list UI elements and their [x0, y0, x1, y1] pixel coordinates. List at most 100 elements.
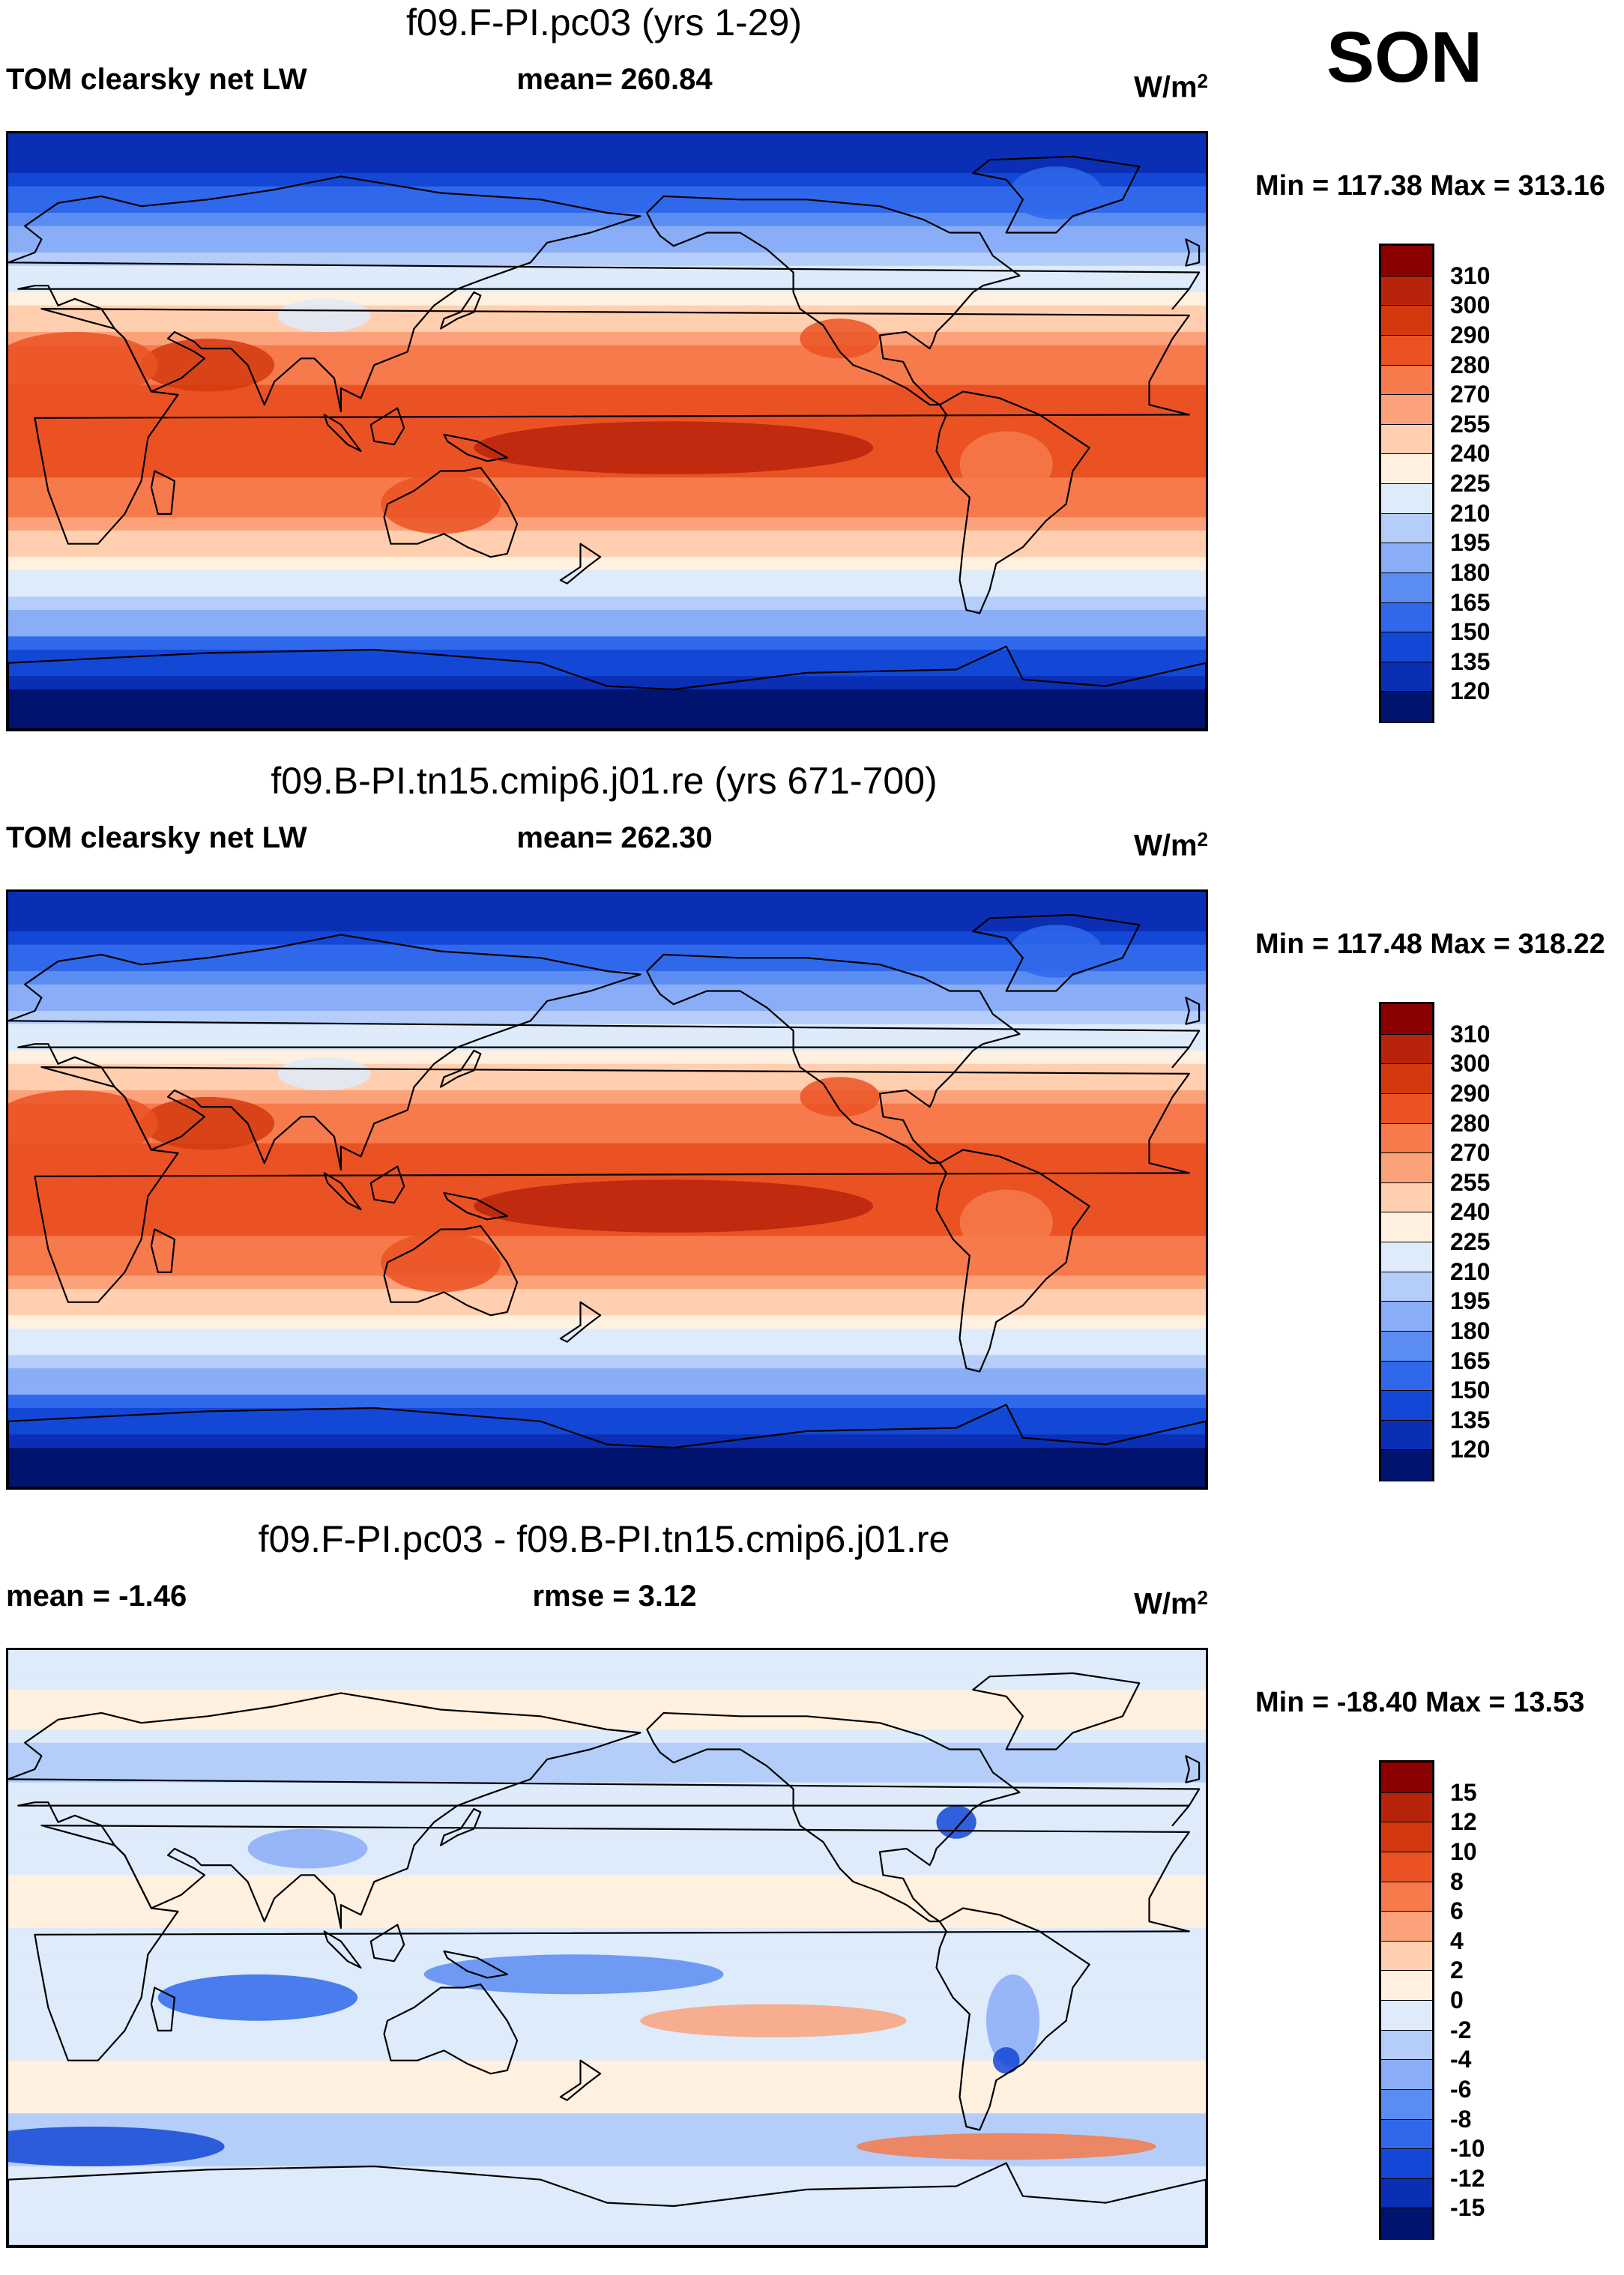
- min-max-label: Min = 117.48 Max = 318.22: [1255, 928, 1605, 960]
- arabia-hot: [141, 1096, 275, 1150]
- field-band: [8, 2113, 1206, 2127]
- field-band: [8, 997, 1206, 1012]
- mean-label: mean = -1.46: [6, 1580, 187, 1613]
- arabia-hot: [141, 338, 275, 392]
- colorbar-tick-label: -2: [1450, 2016, 1472, 2043]
- colorbar-tick-label: 310: [1450, 1020, 1491, 1048]
- field-band: [8, 199, 1206, 214]
- colorbar-cell: [1381, 483, 1432, 515]
- rmse-label: rmse = 3.12: [532, 1580, 697, 1613]
- colorbar-cell: [1381, 2059, 1432, 2091]
- field-band: [8, 1716, 1206, 1730]
- colorbar-cell: [1381, 1004, 1432, 1035]
- colorbar-tick-label: 290: [1450, 1079, 1491, 1107]
- colorbar-tick-label: 165: [1450, 1347, 1491, 1374]
- colorbar-tick-label: 120: [1450, 1436, 1491, 1463]
- colorbar-cell: [1381, 661, 1432, 692]
- units-label: W/m2: [1134, 1586, 1208, 1621]
- field-band: [8, 676, 1206, 690]
- field-band: [8, 662, 1206, 677]
- field-band: [8, 1650, 1206, 1664]
- colorbar-cell: [1381, 1911, 1432, 1942]
- colorbar-tick-label: 2: [1450, 1957, 1464, 1984]
- colorbar-cell: [1381, 1970, 1432, 2001]
- coastline-greenland: [972, 1672, 1141, 1750]
- colorbar: [1379, 1002, 1434, 1481]
- brazil-warm: [959, 1189, 1053, 1256]
- field-band: [8, 1756, 1206, 1770]
- field-band: [8, 2193, 1206, 2207]
- field-band: [8, 2020, 1206, 2035]
- field-band: [8, 1262, 1206, 1277]
- field-band: [8, 1090, 1206, 1105]
- colorbar-cell: [1381, 572, 1432, 603]
- colorbar-tick-label: 195: [1450, 1287, 1491, 1315]
- field-band: [8, 1130, 1206, 1144]
- field-band: [8, 1703, 1206, 1717]
- colorbar-tick-label: 255: [1450, 1168, 1491, 1196]
- colorbar-cell: [1381, 1063, 1432, 1095]
- colorbar-tick-label: 180: [1450, 558, 1491, 586]
- field-band: [8, 1809, 1206, 1823]
- colorbar-tick-label: 280: [1450, 351, 1491, 378]
- colorbar-cell: [1381, 1271, 1432, 1302]
- coastline-north-america: [646, 953, 1021, 1164]
- field-band: [8, 2087, 1206, 2101]
- field-band: [8, 1460, 1206, 1475]
- colorbar-cell: [1381, 1330, 1432, 1362]
- panel-difference: f09.F-PI.pc03 - f09.B-PI.tn15.cmip6.j01.…: [0, 1517, 1624, 2275]
- coastline-arabia-mad: [150, 1228, 175, 1273]
- coastline-borneo: [369, 1165, 405, 1204]
- coastline-antarctica: [8, 645, 1206, 729]
- indian-ocean-anomaly: [157, 1974, 358, 2021]
- sahara-hot: [8, 1090, 158, 1157]
- southern-ocean-anomaly: [856, 2133, 1156, 2160]
- coastline-uk: [1185, 997, 1201, 1025]
- map-field: [8, 1650, 1206, 2246]
- field-band: [8, 1769, 1206, 1783]
- field-band: [8, 1421, 1206, 1436]
- field-band: [8, 239, 1206, 253]
- coastline-africa: [34, 308, 1190, 545]
- colorbar-tick-label: 210: [1450, 1257, 1491, 1285]
- field-band: [8, 2166, 1206, 2181]
- coastline-greenland: [972, 913, 1141, 992]
- colorbar-cell: [1381, 1152, 1432, 1184]
- panel-title: f09.F-PI.pc03 - f09.B-PI.tn15.cmip6.j01.…: [258, 1518, 950, 1560]
- colorbar-cell: [1381, 453, 1432, 485]
- coastline-sumatra: [323, 414, 362, 453]
- coastline-europe-asia: [8, 175, 1201, 413]
- field-band: [8, 2179, 1206, 2194]
- field-band: [8, 1663, 1206, 1678]
- field-band: [8, 1690, 1206, 1704]
- gulfstream-anomaly: [936, 1805, 976, 1839]
- field-band: [8, 971, 1206, 985]
- colorbar-cell: [1381, 394, 1432, 426]
- australia-hot: [381, 474, 501, 534]
- field-band: [8, 1368, 1206, 1383]
- colorbar-cell: [1381, 275, 1432, 306]
- colorbar-cell: [1381, 364, 1432, 396]
- colorbar-tick-label: 6: [1450, 1897, 1464, 1925]
- field-band: [8, 1329, 1206, 1343]
- variable-label: TOM clearsky net LW: [6, 821, 307, 854]
- field-band: [8, 517, 1206, 531]
- coastline-japan: [439, 291, 482, 330]
- field-band: [8, 1355, 1206, 1369]
- season-label: SON: [1326, 17, 1483, 97]
- coastline-australia: [383, 467, 519, 558]
- field-band: [8, 984, 1206, 999]
- map-plot: [6, 131, 1208, 731]
- colorbar-tick-label: -12: [1450, 2164, 1485, 2192]
- coastline-africa: [34, 1066, 1190, 1303]
- field-band: [8, 292, 1206, 306]
- colorbar-cell: [1381, 2178, 1432, 2209]
- colorbar-tick-label: 150: [1450, 618, 1491, 646]
- field-band: [8, 958, 1206, 972]
- field-band: [8, 1037, 1206, 1051]
- colorbar-tick-label: 270: [1450, 1139, 1491, 1167]
- field-band: [8, 1861, 1206, 1876]
- panel-model-f: f09.F-PI.pc03 (yrs 1-29) TOM clearsky ne…: [0, 0, 1624, 758]
- pacific-anomaly: [423, 1954, 724, 1995]
- australia-hot: [381, 1232, 501, 1293]
